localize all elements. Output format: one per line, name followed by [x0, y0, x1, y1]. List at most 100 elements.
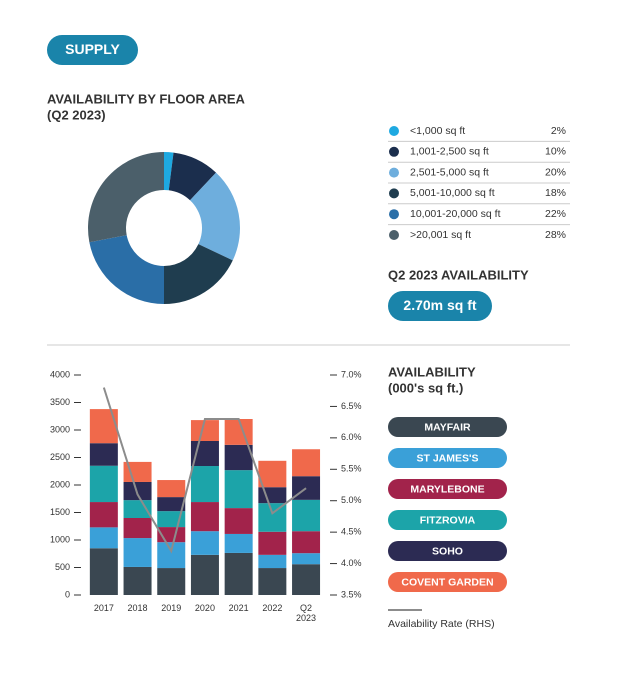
bar-segment — [258, 531, 287, 555]
donut-slice — [164, 244, 233, 304]
x-tick-label: 2019 — [161, 603, 182, 613]
legend-label: <1,000 sq ft — [410, 125, 465, 137]
bar-segment — [123, 518, 152, 539]
bar-segment — [292, 531, 321, 554]
bar-segment — [123, 566, 152, 595]
bar-segment — [292, 499, 321, 532]
bar-segment — [89, 409, 118, 444]
bar-segment — [258, 487, 287, 504]
callout-value: 2.70m sq ft — [403, 297, 476, 313]
y-tick-label: 0 — [65, 589, 70, 599]
legend-dot — [389, 126, 399, 136]
bar-segment — [224, 533, 253, 553]
bar-segment — [89, 465, 118, 503]
bar-segment — [292, 564, 321, 595]
bar-segment — [224, 508, 253, 534]
bar-segment — [258, 503, 287, 532]
bar-segment — [224, 552, 253, 595]
bar-segment — [292, 449, 321, 477]
y2-tick-label: 4.0% — [341, 558, 362, 568]
bar-segment — [157, 480, 186, 498]
bar-segment — [258, 554, 287, 569]
y2-tick-label: 4.5% — [341, 527, 362, 537]
legend-label: MARYLEBONE — [410, 483, 484, 495]
bar-segment — [89, 443, 118, 466]
bar-segment — [89, 502, 118, 528]
x-tick-label: 2017 — [93, 603, 114, 613]
y-tick-label: 3500 — [50, 397, 70, 407]
y2-tick-label: 7.0% — [341, 369, 362, 379]
bar-segment — [190, 531, 219, 555]
donut-subtitle: (Q2 2023) — [47, 107, 106, 122]
legend-pill — [388, 479, 507, 499]
legend-dot — [389, 230, 399, 240]
legend-label: COVENT GARDEN — [401, 576, 493, 588]
legend-value: 2% — [551, 125, 566, 137]
legend-label: >20,001 sq ft — [410, 229, 471, 241]
bar-segment — [123, 461, 152, 482]
legend-label: 1,001-2,500 sq ft — [410, 146, 489, 158]
bar-segment — [89, 548, 118, 595]
y-tick-label: 4000 — [50, 369, 70, 379]
x-tick-label: Q2 2023 — [296, 603, 317, 623]
bar-segment — [89, 527, 118, 549]
legend-dot — [389, 209, 399, 220]
callout-pill — [388, 291, 492, 321]
legend-value: 28% — [545, 229, 566, 241]
bar-subtitle: (000's sq ft.) — [388, 380, 463, 395]
y2-tick-label: 6.5% — [341, 401, 362, 411]
bar-segment — [190, 466, 219, 503]
bar-segment — [190, 420, 219, 441]
legend-value: 20% — [545, 166, 566, 178]
bar-segment — [292, 553, 321, 565]
y-tick-label: 500 — [55, 562, 70, 572]
x-tick-label: 2022 — [262, 603, 283, 613]
legend-pill — [388, 448, 507, 468]
legend-pill — [388, 541, 507, 561]
legend-value: 22% — [545, 208, 566, 220]
rate-line — [102, 387, 307, 554]
legend-label: 2,501-5,000 sq ft — [410, 166, 489, 178]
bar-title: AVAILABILITY — [388, 364, 476, 379]
bar-segment — [224, 470, 253, 509]
bar-segment — [123, 538, 152, 567]
badge — [47, 35, 138, 65]
bar-segment — [157, 497, 186, 512]
bar-segment — [258, 568, 287, 595]
legend-label: FITZROVIA — [420, 514, 476, 526]
y-tick-label: 3000 — [50, 424, 70, 434]
y2-tick-label: 5.5% — [341, 464, 362, 474]
bar-segment — [224, 419, 253, 445]
y-tick-label: 2500 — [50, 452, 70, 462]
bar-segment — [224, 444, 253, 471]
legend-dot — [389, 146, 399, 157]
legend-value: 10% — [545, 146, 566, 158]
bar-segment — [190, 502, 219, 532]
bar-segment — [258, 460, 287, 488]
legend-label: MAYFAIR — [424, 421, 471, 433]
y-tick-label: 1500 — [50, 507, 70, 517]
bar-segment — [190, 554, 219, 595]
callout-title: Q2 2023 AVAILABILITY — [388, 267, 529, 282]
bar-segment — [157, 542, 186, 569]
legend-label: SOHO — [432, 545, 463, 557]
legend-dot — [389, 167, 399, 178]
legend-label: 5,001-10,000 sq ft — [410, 187, 495, 199]
donut-slice — [87, 152, 164, 243]
donut-slice — [164, 152, 174, 191]
x-tick-label: 2021 — [228, 603, 249, 613]
x-tick-label: 2020 — [194, 603, 215, 613]
y2-tick-label: 3.5% — [341, 589, 362, 599]
x-tick-label: 2018 — [127, 603, 148, 613]
legend-label: ST JAMES'S — [416, 452, 478, 464]
legend-label: Availability Rate (RHS) — [388, 618, 495, 630]
legend-pill — [388, 572, 507, 592]
y2-tick-label: 6.0% — [341, 432, 362, 442]
bar-segment — [123, 481, 152, 501]
badge-text: SUPPLY — [65, 41, 120, 57]
legend-value: 18% — [545, 187, 566, 199]
donut-slice — [89, 235, 164, 304]
legend-dot — [389, 188, 399, 199]
